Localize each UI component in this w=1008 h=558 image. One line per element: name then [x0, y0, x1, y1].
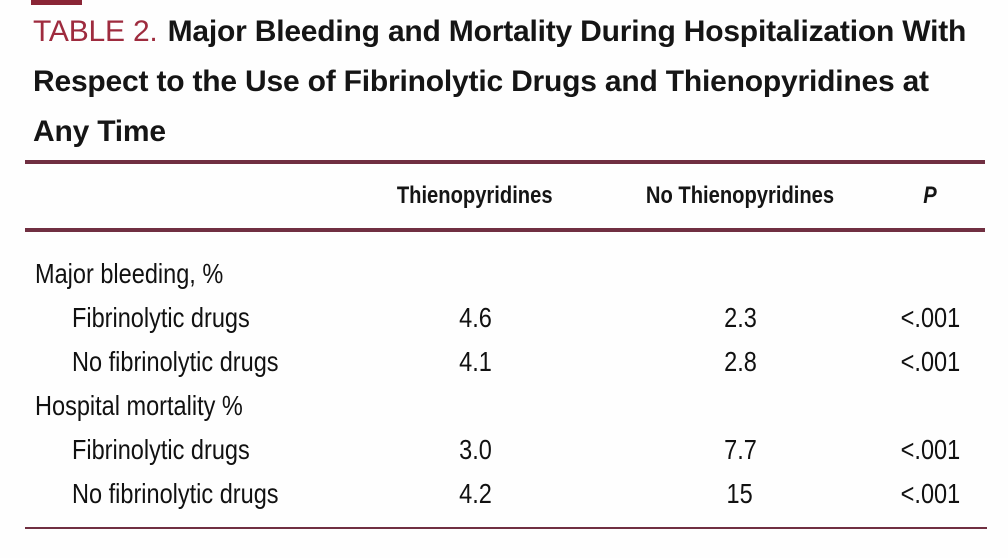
top-rule	[25, 160, 985, 164]
table-body: Major bleeding, % Fibrinolytic drugs 4.6 2.…	[25, 232, 985, 516]
row-label-sub: Fibrinolytic drugs	[25, 296, 345, 340]
row-label-text: Fibrinolytic drugs	[72, 434, 250, 465]
cell-thienopyridines	[345, 252, 605, 296]
cell-thienopyridines: 4.2	[345, 472, 605, 516]
row-label-text: Fibrinolytic drugs	[72, 302, 250, 333]
cell-p-value: <.001	[875, 472, 985, 516]
row-label-group: Hospital mortality %	[25, 384, 345, 428]
cell-thienopyridines-text: 4.6	[458, 302, 492, 333]
row-label-sub: No fibrinolytic drugs	[25, 340, 345, 384]
cell-thienopyridines: 4.6	[345, 296, 605, 340]
table-row: Fibrinolytic drugs 3.0 7.7 <.001	[25, 428, 985, 472]
row-label-text: Hospital mortality %	[35, 390, 243, 421]
header-thienopyridines: Thienopyridines	[397, 182, 553, 209]
header-separator-rule	[25, 228, 985, 232]
cell-no-thienopyridines: 2.8	[605, 340, 875, 384]
cell-thienopyridines-text: 3.0	[458, 434, 492, 465]
row-label-text: No fibrinolytic drugs	[72, 478, 279, 509]
row-label-sub: No fibrinolytic drugs	[25, 472, 345, 516]
table-row: No fibrinolytic drugs 4.2 15 <.001	[25, 472, 985, 516]
table-title-text: Major Bleeding and Mortality During Hosp…	[33, 15, 967, 148]
table-number-label: TABLE 2.	[33, 15, 158, 48]
cell-p-value: <.001	[875, 296, 985, 340]
cell-thienopyridines: 4.1	[345, 340, 605, 384]
bottom-rule	[25, 527, 987, 529]
top-edge-maroon-fragment	[31, 0, 82, 5]
row-label-text: Major bleeding, %	[35, 258, 224, 289]
cell-thienopyridines	[345, 384, 605, 428]
cell-no-thienopyridines: 15	[605, 472, 875, 516]
cell-no-thienopyridines-text: 2.8	[723, 346, 757, 377]
cell-p-value	[875, 384, 985, 428]
cell-p-value-text: <.001	[900, 346, 960, 377]
cell-no-thienopyridines: 2.3	[605, 296, 875, 340]
cell-p-value	[875, 252, 985, 296]
row-label-sub: Fibrinolytic drugs	[25, 428, 345, 472]
row-label-text: No fibrinolytic drugs	[72, 346, 279, 377]
header-p-value: P	[923, 182, 937, 209]
cell-no-thienopyridines-text: 7.7	[723, 434, 757, 465]
table-row: Fibrinolytic drugs 4.6 2.3 <.001	[25, 296, 985, 340]
table-row: No fibrinolytic drugs 4.1 2.8 <.001	[25, 340, 985, 384]
cell-no-thienopyridines: 7.7	[605, 428, 875, 472]
cell-p-value: <.001	[875, 428, 985, 472]
row-label-group: Major bleeding, %	[25, 252, 345, 296]
cell-p-value-text: <.001	[900, 302, 960, 333]
cell-thienopyridines-text: 4.1	[458, 346, 492, 377]
cell-thienopyridines-text: 4.2	[458, 478, 492, 509]
cell-p-value-text: <.001	[900, 478, 960, 509]
cell-p-value-text: <.001	[900, 434, 960, 465]
table-title: TABLE 2. Major Bleeding and Mortality Dur…	[33, 7, 988, 157]
cell-no-thienopyridines-text: 15	[726, 478, 754, 509]
header-no-thienopyridines: No Thienopyridines	[645, 182, 835, 209]
cell-no-thienopyridines	[605, 252, 875, 296]
table-row: Major bleeding, %	[25, 252, 985, 296]
table-header-row: Thienopyridines No Thienopyridines P	[25, 164, 985, 228]
cell-no-thienopyridines	[605, 384, 875, 428]
cell-no-thienopyridines-text: 2.3	[723, 302, 757, 333]
table-row: Hospital mortality %	[25, 384, 985, 428]
cell-p-value: <.001	[875, 340, 985, 384]
cell-thienopyridines: 3.0	[345, 428, 605, 472]
